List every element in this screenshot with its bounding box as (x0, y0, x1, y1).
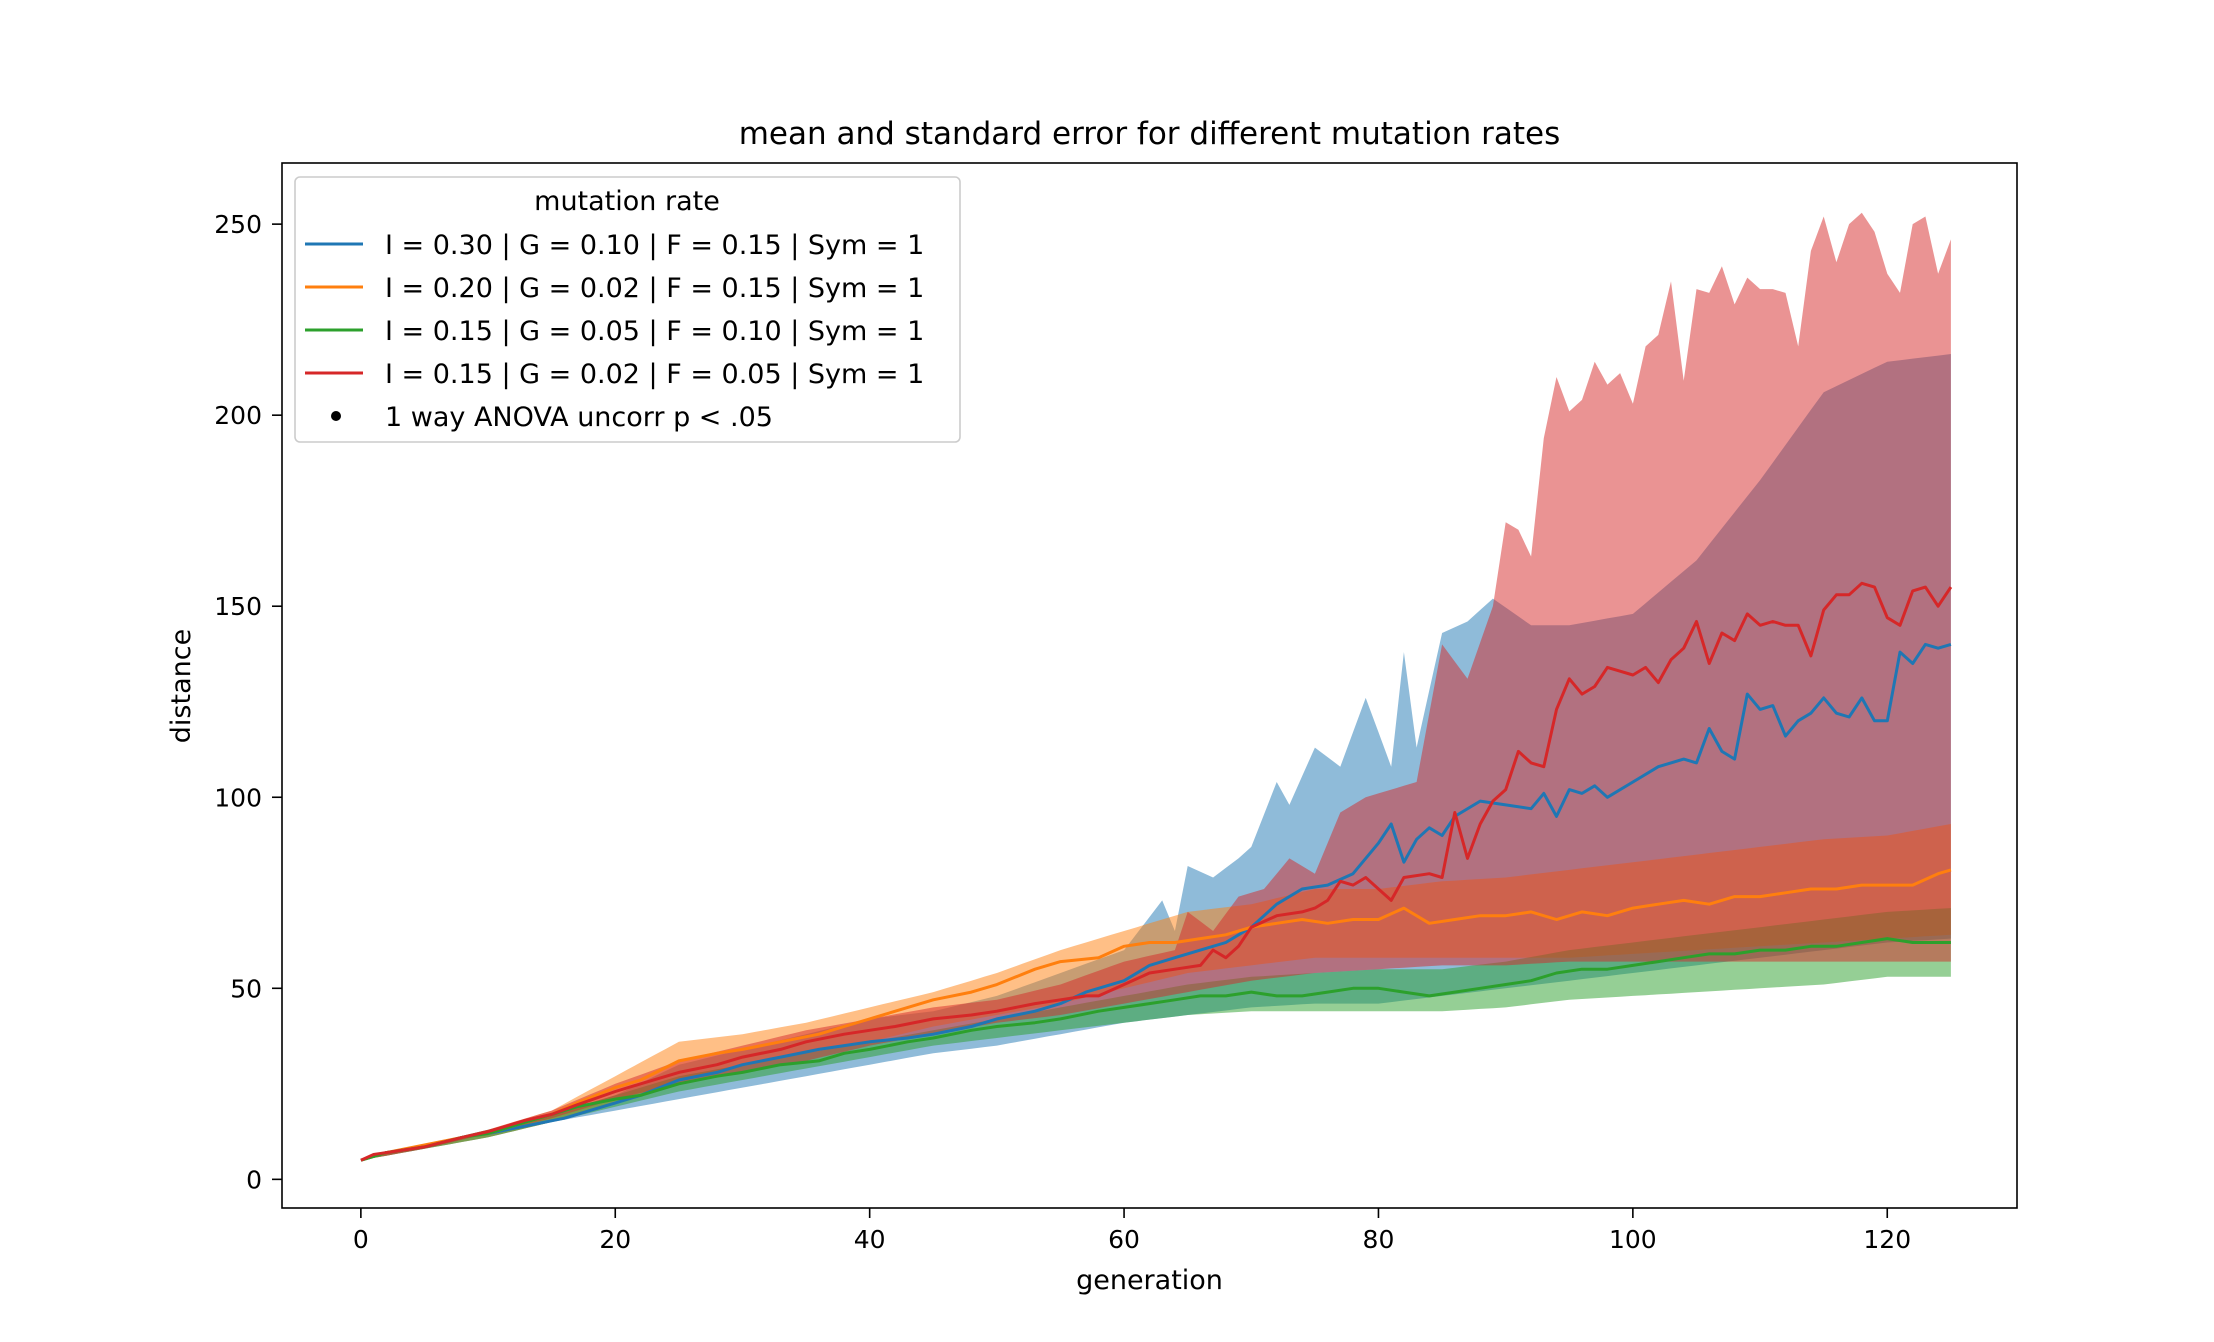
y-tick-label: 0 (246, 1165, 262, 1194)
x-tick-label: 0 (353, 1225, 369, 1254)
legend-label-series-1: I = 0.30 | G = 0.10 | F = 0.15 | Sym = 1 (385, 230, 924, 261)
mean-line-series-2 (360, 868, 1952, 1162)
legend-label-series-3: I = 0.15 | G = 0.05 | F = 0.10 | Sym = 1 (385, 316, 924, 347)
mean-line-series-3 (360, 937, 1951, 1162)
y-tick-label: 250 (214, 210, 262, 239)
x-axis-ticks: 0 20 40 60 80 100 120 (353, 1208, 1911, 1254)
y-tick-label: 150 (214, 592, 262, 621)
legend-items: I = 0.30 | G = 0.10 | F = 0.15 | Sym = 1… (305, 230, 924, 390)
x-tick-label: 20 (599, 1225, 631, 1254)
x-tick-label: 60 (1108, 1225, 1140, 1254)
legend-title: mutation rate (534, 186, 720, 217)
legend-label-series-2: I = 0.20 | G = 0.02 | F = 0.15 | Sym = 1 (385, 273, 924, 304)
legend-box (294, 176, 961, 443)
plot-frame (281, 162, 2018, 1209)
error-band-series-3 (360, 908, 1951, 1161)
y-axis-label: distance (166, 629, 197, 743)
error-band-series-4 (360, 212, 1951, 1161)
x-tick-label: 80 (1363, 1225, 1395, 1254)
x-tick-label: 120 (1863, 1225, 1911, 1254)
x-tick-label: 40 (854, 1225, 886, 1254)
y-axis-ticks: 0 50 100 150 200 250 (214, 210, 282, 1194)
mean-lines (360, 581, 1953, 1162)
legend-marker-anova (331, 411, 341, 421)
y-tick-label: 100 (214, 783, 262, 812)
legend: mutation rate I = 0.30 | G = 0.10 | F = … (294, 176, 961, 443)
error-bands (360, 212, 1951, 1161)
mean-line-series-4 (360, 581, 1953, 1162)
y-tick-label: 200 (214, 401, 262, 430)
mean-line-series-1 (360, 642, 1952, 1162)
legend-label-anova: 1 way ANOVA uncorr p < .05 (385, 402, 773, 433)
x-tick-label: 100 (1609, 1225, 1657, 1254)
legend-label-series-4: I = 0.15 | G = 0.02 | F = 0.05 | Sym = 1 (385, 359, 924, 390)
x-axis-label: generation (1076, 1265, 1223, 1296)
chart-title: mean and standard error for different mu… (739, 116, 1561, 152)
y-tick-label: 50 (230, 974, 262, 1003)
